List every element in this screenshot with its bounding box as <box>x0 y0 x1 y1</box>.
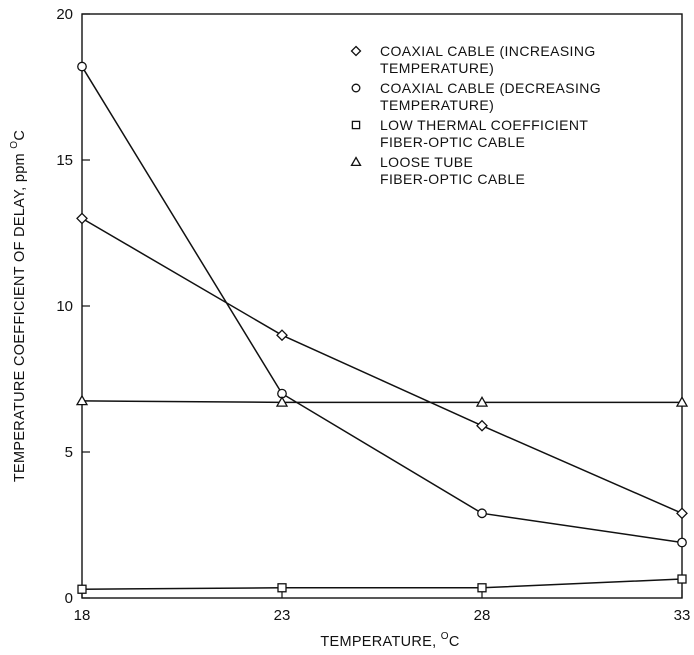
data-point-square <box>277 583 287 593</box>
data-point-diamond <box>676 507 688 520</box>
data-point-circle <box>677 537 687 548</box>
legend-entry-text: FIBER-OPTIC CABLE <box>380 171 525 187</box>
x-tick-label: 23 <box>274 607 291 624</box>
data-point-square <box>77 584 87 594</box>
x-tick-label: 33 <box>674 607 691 624</box>
series-markers <box>75 61 689 594</box>
data-point-circle <box>477 508 487 519</box>
data-point-triangle <box>75 394 89 406</box>
axis-ticks: 18 23 28 33 0 5 10 15 20 <box>56 6 690 624</box>
x-axis-title: TEMPERATURE, OC <box>320 631 459 650</box>
data-point-diamond <box>76 212 88 225</box>
x-tick-label: 18 <box>74 607 91 624</box>
legend-square-icon <box>351 120 361 130</box>
legend-entry-text: TEMPERATURE) <box>380 60 494 76</box>
series-line-triangle <box>81 400 682 404</box>
x-tick-label: 28 <box>474 607 491 624</box>
y-axis-title: TEMPERATURE COEFFICIENT OF DELAY, ppm OC <box>9 130 28 482</box>
legend: COAXIAL CABLE (INCREASINGTEMPERATURE)COA… <box>350 43 601 187</box>
y-tick-label: 5 <box>65 444 73 461</box>
series-line-diamond <box>81 217 683 515</box>
y-tick-label: 10 <box>56 298 73 315</box>
data-point-diamond <box>476 419 488 432</box>
data-point-square <box>677 574 687 584</box>
legend-entry-text: LOW THERMAL COEFFICIENT <box>380 117 588 133</box>
data-point-circle <box>77 61 87 72</box>
data-point-triangle <box>475 396 489 407</box>
y-tick-label: 15 <box>56 152 73 169</box>
y-tick-label: 0 <box>65 590 73 607</box>
legend-entry-text: LOOSE TUBE <box>380 154 473 170</box>
data-point-diamond <box>276 329 288 342</box>
legend-circle-icon <box>351 83 361 93</box>
legend-entry-text: COAXIAL CABLE (INCREASING <box>380 43 596 59</box>
data-point-square <box>477 583 487 593</box>
data-point-triangle <box>275 396 289 407</box>
data-point-triangle <box>675 396 689 407</box>
legend-diamond-icon <box>350 45 362 57</box>
series-lines <box>81 66 683 590</box>
legend-triangle-icon <box>350 156 362 167</box>
legend-entry-text: TEMPERATURE) <box>380 97 494 113</box>
y-tick-label: 20 <box>56 6 73 23</box>
series-line-square <box>81 578 683 590</box>
legend-entry-text: FIBER-OPTIC CABLE <box>380 134 525 150</box>
series-line-circle <box>81 66 683 544</box>
legend-entry-text: COAXIAL CABLE (DECREASING <box>380 80 601 96</box>
